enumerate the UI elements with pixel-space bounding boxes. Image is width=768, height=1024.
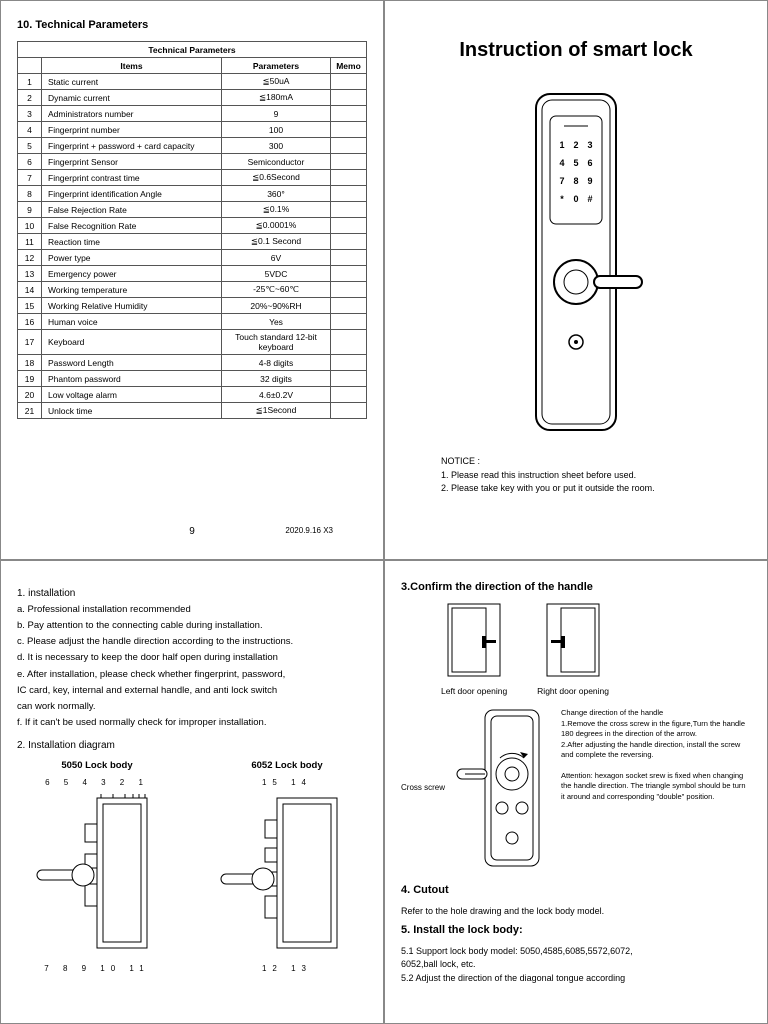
svg-text:3: 3	[587, 140, 592, 150]
handle-instructions: Change direction of the handle 1.Remove …	[561, 708, 751, 868]
table-row: 19Phantom password32 digits	[18, 371, 367, 387]
svg-text:4: 4	[559, 158, 564, 168]
notice-line: 1. Please read this instruction sheet be…	[441, 469, 731, 483]
svg-text:5: 5	[573, 158, 578, 168]
install-step: e. After installation, please check whet…	[17, 667, 367, 683]
tech-params-table: Technical Parameters Items Parameters Me…	[17, 41, 367, 419]
door-opening-diagrams: Left door opening Right door opening	[441, 602, 751, 699]
lock-body-diagrams: 5050 Lock body 6 5 4 3 2 1 7 8 9 10 11 6…	[17, 758, 367, 979]
document-title: Instruction of smart lock	[401, 39, 751, 62]
table-row: 4Fingerprint number100	[18, 122, 367, 138]
table-row: 15Working Relative Humidity20%~90%RH	[18, 298, 367, 314]
table-row: 13Emergency power5VDC	[18, 266, 367, 282]
footer-date: 2020.9.16 X3	[285, 526, 333, 535]
install-body-step: 6052,ball lock, etc.	[401, 958, 751, 972]
svg-text:7: 7	[559, 176, 564, 186]
table-row: 20Low voltage alarm4.6±0.2V	[18, 387, 367, 403]
table-header-row: Items Parameters Memo	[18, 58, 367, 74]
handle-reverse-block: Cross screw Change direction of the hand…	[401, 708, 751, 868]
notice-block: NOTICE : 1. Please read this instruction…	[441, 455, 731, 496]
lock-body-5050: 5050 Lock body 6 5 4 3 2 1 7 8 9 10 11	[17, 758, 177, 979]
table-row: 3Administrators number9	[18, 106, 367, 122]
panel-title-page: Instruction of smart lock 123 456 789 * 0…	[384, 0, 768, 560]
svg-text:9: 9	[587, 176, 592, 186]
handle-attention: Attention: hexagon socket srew is fixed …	[561, 771, 751, 803]
page-number: 9	[189, 526, 195, 537]
svg-text:#: #	[587, 194, 592, 204]
table-row: 12Power type6V	[18, 250, 367, 266]
panel-tech-params: 10. Technical Parameters Technical Param…	[0, 0, 384, 560]
install-step: c. Please adjust the handle direction ac…	[17, 634, 367, 650]
install-step: f. If it can't be used normally check fo…	[17, 715, 367, 731]
table-row: 8Fingerprint identification Angle360°	[18, 186, 367, 202]
right-door-diagram: Right door opening	[537, 602, 609, 699]
table-row: 7Fingerprint contrast time≦0.6Second	[18, 170, 367, 186]
panel-installation: 1. installation a. Professional installa…	[0, 560, 384, 1024]
lock-body-6052-icon	[217, 794, 357, 954]
table-row: 18Password Length4-8 digits	[18, 355, 367, 371]
table-row: 21Unlock time≦1Second	[18, 403, 367, 419]
callout-numbers: 7 8 9 10 11	[17, 962, 177, 976]
table-row: 6Fingerprint SensorSemiconductor	[18, 154, 367, 170]
install-step: can work normally.	[17, 699, 367, 715]
handle-text: Change direction of the handle 1.Remove …	[561, 708, 751, 761]
callout-numbers: 15 14	[207, 776, 367, 790]
svg-text:6: 6	[587, 158, 592, 168]
table-row: 1Static current≦50uA	[18, 74, 367, 90]
table-row: 16Human voiceYes	[18, 314, 367, 330]
notice-line: 2. Please take key with you or put it ou…	[441, 482, 731, 496]
table-row: 10False Recognition Rate≦0.0001%	[18, 218, 367, 234]
page-footer: 9 2020.9.16 X3	[1, 526, 383, 537]
section-title: 10. Technical Parameters	[17, 19, 367, 31]
install-step: d. It is necessary to keep the door half…	[17, 650, 367, 666]
left-door-icon	[446, 602, 502, 682]
install-step: b. Pay attention to the connecting cable…	[17, 618, 367, 634]
table-row: 5Fingerprint + password + card capacity3…	[18, 138, 367, 154]
install-step: IC card, key, internal and external hand…	[17, 683, 367, 699]
section-title: 3.Confirm the direction of the handle	[401, 579, 751, 596]
svg-text:8: 8	[573, 176, 578, 186]
section-title: 5. Install the lock body:	[401, 922, 751, 939]
smart-lock-illustration: 123 456 789 * 0 #	[506, 92, 646, 432]
table-row: 9False Rejection Rate≦0.1%	[18, 202, 367, 218]
svg-text:0: 0	[573, 194, 578, 204]
table-caption: Technical Parameters	[18, 42, 367, 58]
lock-body-6052: 6052 Lock body 15 14 12 13	[207, 758, 367, 979]
table-row: 11Reaction time≦0.1 Second	[18, 234, 367, 250]
section-title: 4. Cutout	[401, 882, 751, 899]
install-step: a. Professional installation recommended	[17, 602, 367, 618]
install-body-step: 5.1 Support lock body model: 5050,4585,6…	[401, 945, 751, 959]
callout-numbers: 12 13	[207, 962, 367, 976]
install-body-step: 5.2 Adjust the direction of the diagonal…	[401, 972, 751, 986]
lock-body-5050-icon	[27, 794, 167, 954]
cutout-text: Refer to the hole drawing and the lock b…	[401, 905, 751, 919]
svg-text:1: 1	[559, 140, 564, 150]
door-label: Right door opening	[537, 685, 609, 698]
handle-reverse-icon	[455, 708, 555, 868]
table-row: 14Working temperature-25℃~60℃	[18, 282, 367, 298]
panel-handle-direction: 3.Confirm the direction of the handle Le…	[384, 560, 768, 1024]
section-title: 1. installation	[17, 585, 367, 602]
section-title: 2. Installation diagram	[17, 737, 367, 754]
notice-label: NOTICE :	[441, 455, 731, 469]
table-row: 17KeyboardTouch standard 12-bit keyboard	[18, 330, 367, 355]
table-row: 2Dynamic current≦180mA	[18, 90, 367, 106]
callout-numbers: 6 5 4 3 2 1	[17, 776, 177, 790]
svg-text:2: 2	[573, 140, 578, 150]
cross-screw-label: Cross screw	[401, 782, 445, 794]
svg-text:*: *	[560, 194, 564, 204]
door-label: Left door opening	[441, 685, 507, 698]
right-door-icon	[545, 602, 601, 682]
left-door-diagram: Left door opening	[441, 602, 507, 699]
